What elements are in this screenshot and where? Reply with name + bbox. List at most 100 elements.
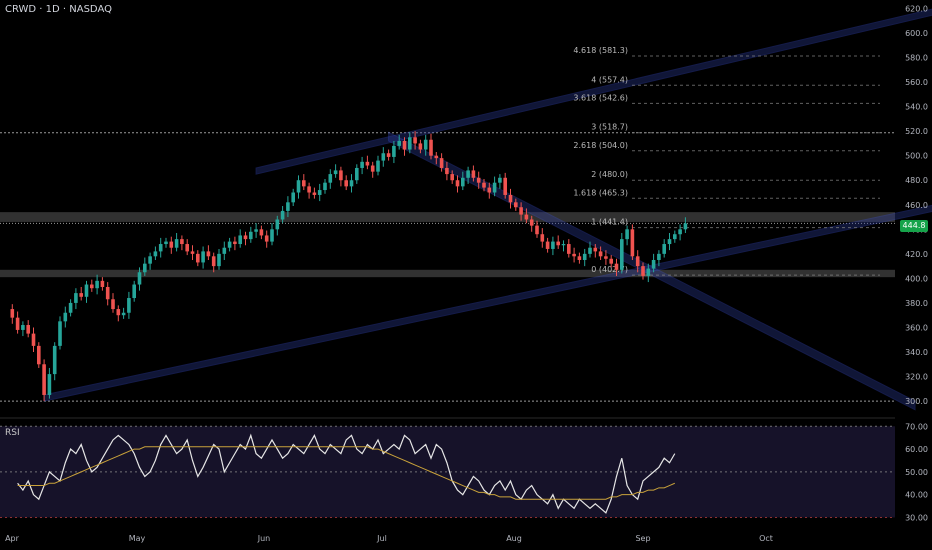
candle-body-59 (317, 190, 322, 195)
candle-body-13 (74, 293, 78, 303)
channel-band-0 (43, 204, 932, 402)
candle-body-110 (588, 247, 592, 254)
candle-body-61 (328, 174, 333, 183)
rsi-tick-2: 50.00 (905, 468, 928, 477)
candle-body-111 (593, 247, 598, 252)
candle-body-88 (471, 170, 476, 178)
candle-body-120 (641, 266, 645, 276)
rsi-ma-line (17, 446, 675, 500)
candle-body-10 (58, 321, 62, 346)
candle-body-46 (249, 231, 253, 240)
candle-body-69 (370, 165, 375, 172)
candle-body-23 (127, 298, 131, 313)
candle-body-53 (286, 202, 290, 211)
support-resistance-zones (0, 132, 895, 402)
price-tick-1: 600.0 (905, 29, 928, 38)
chart-title: CRWD · 1D · NASDAQ (5, 4, 112, 15)
zone-0 (0, 212, 895, 222)
price-tick-12: 380.0 (905, 299, 928, 308)
candle-body-32 (174, 239, 179, 248)
candle-body-64 (344, 180, 348, 187)
time-tick-4: Aug (506, 534, 522, 543)
candle-body-14 (79, 293, 83, 297)
candle-body-48 (259, 229, 264, 236)
candle-body-70 (376, 160, 380, 172)
price-tick-6: 500.0 (905, 152, 928, 161)
candlesticks (10, 131, 688, 402)
candle-body-77 (413, 137, 417, 144)
candle-body-34 (185, 244, 189, 252)
candle-body-82 (439, 158, 444, 168)
candle-body-16 (90, 284, 94, 289)
time-axis: Apr May Jun Jul Aug Sep Oct (0, 417, 895, 543)
candle-body-95 (508, 194, 513, 203)
candle-body-105 (561, 244, 566, 246)
price-axis: 620.0 600.0 580.0 560.0 540.0 520.0 500.0 480.0… (905, 4, 928, 406)
candle-body-35 (190, 251, 195, 254)
candle-body-109 (582, 253, 587, 260)
candle-body-125 (667, 239, 672, 245)
candle-body-89 (476, 177, 481, 183)
candle-body-127 (678, 229, 682, 235)
candle-body-33 (180, 239, 184, 245)
price-tick-8: 460.0 (905, 201, 928, 210)
time-tick-3: Jul (376, 534, 387, 543)
candle-body-25 (137, 272, 142, 285)
candle-body-6 (37, 345, 41, 365)
candle-body-8 (47, 374, 52, 395)
candle-body-112 (598, 251, 603, 257)
candle-body-39 (211, 256, 216, 267)
price-tick-7: 480.0 (905, 176, 928, 185)
price-tick-3: 560.0 (905, 78, 928, 87)
candle-body-58 (312, 192, 317, 195)
candle-body-115 (614, 263, 619, 270)
candle-body-54 (291, 192, 295, 203)
candle-body-119 (635, 256, 640, 267)
candle-body-74 (397, 140, 401, 146)
candle-body-94 (503, 177, 507, 195)
candle-body-18 (100, 280, 105, 287)
candle-body-93 (498, 177, 502, 183)
candle-body-43 (233, 241, 237, 245)
candle-body-71 (381, 153, 386, 161)
candle-body-81 (434, 155, 439, 159)
candle-body-1 (10, 309, 15, 318)
candle-body-113 (604, 256, 608, 259)
candle-body-30 (164, 241, 168, 245)
fib-label-8: 0 (402.7) (591, 265, 628, 274)
candle-body-78 (418, 143, 423, 150)
candle-body-104 (556, 241, 560, 246)
rsi-tick-0: 70.00 (905, 422, 928, 431)
fib-label-5: 2 (480.0) (591, 170, 628, 179)
rsi-tick-1: 60.00 (905, 445, 928, 454)
candle-body-4 (26, 325, 30, 334)
candle-body-118 (630, 229, 635, 257)
channel-band-2 (388, 131, 916, 411)
candle-body-122 (651, 259, 656, 269)
candle-body-79 (423, 139, 428, 150)
candle-body-123 (657, 253, 661, 260)
fib-label-7: 1 (441.4) (591, 218, 628, 227)
price-tick-2: 580.0 (905, 54, 928, 63)
candle-body-76 (408, 137, 412, 150)
candle-body-20 (111, 299, 115, 310)
price-tick-5: 520.0 (905, 127, 928, 136)
candle-body-21 (116, 309, 121, 316)
fib-label-3: 3 (518.7) (591, 123, 628, 132)
candle-body-117 (625, 229, 629, 240)
time-tick-0: Apr (5, 534, 20, 543)
price-tick-4: 540.0 (905, 103, 928, 112)
candle-body-99 (529, 219, 534, 226)
candle-body-124 (662, 244, 666, 254)
candle-body-91 (487, 187, 492, 193)
candle-body-85 (455, 180, 460, 187)
candle-body-9 (52, 345, 57, 375)
candle-body-11 (63, 312, 68, 322)
candle-body-90 (482, 182, 486, 188)
channel-band-1 (255, 8, 932, 175)
candle-body-7 (42, 364, 46, 395)
price-tick-10: 420.0 (905, 250, 928, 259)
candle-body-17 (95, 280, 99, 289)
candle-body-40 (217, 253, 221, 267)
candle-body-97 (519, 207, 523, 215)
